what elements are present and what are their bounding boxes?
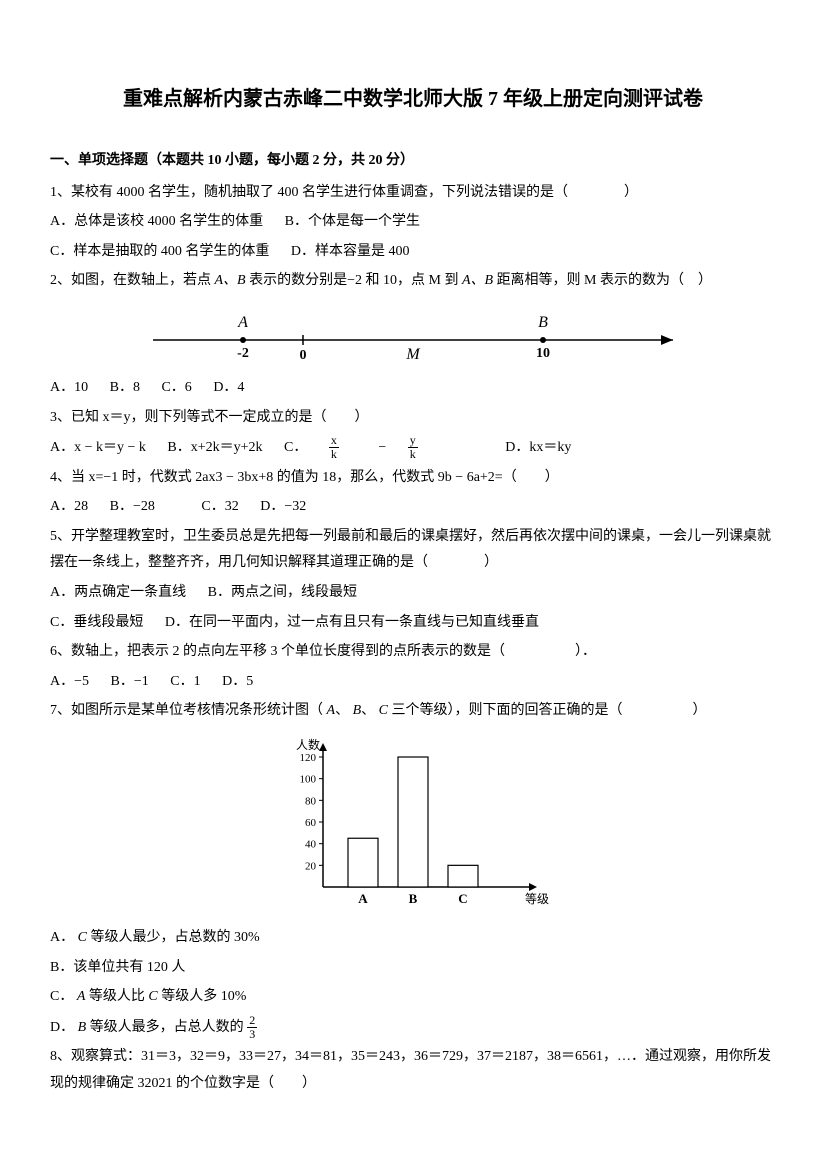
q2-ab-label: A、B: [215, 273, 246, 288]
question-6-options: A．−5 B．−1 C．1 D．5: [50, 669, 776, 696]
question-1-options-row2: C．样本是抽取的 400 名学生的体重 D．样本容量是 400: [50, 239, 776, 266]
q3-option-d: D．kx＝ky: [505, 435, 571, 462]
question-3: 3、已知 x＝y，则下列等式不一定成立的是（ ）: [50, 405, 776, 432]
q5-option-c: C．垂线段最短: [50, 610, 143, 637]
q7-c-label: C: [379, 703, 388, 718]
svg-text:A: A: [358, 891, 368, 906]
q2-number-line: A -2 0 M B 10: [50, 305, 776, 365]
q5-option-a: A．两点确定一条直线: [50, 580, 186, 607]
svg-text:-2: -2: [237, 346, 249, 361]
q3-option-c: C． xk − yk: [284, 434, 454, 462]
svg-text:0: 0: [300, 348, 307, 363]
exam-title: 重难点解析内蒙古赤峰二中数学北师大版 7 年级上册定向测评试卷: [50, 80, 776, 118]
question-1: 1、某校有 4000 名学生，随机抽取了 400 名学生进行体重调查，下列说法错…: [50, 180, 776, 207]
question-5: 5、开学整理教室时，卫生委员总是先把每一列最前和最后的课桌摆好，然后再依次摆中间…: [50, 524, 776, 577]
svg-text:等级: 等级: [525, 892, 549, 906]
svg-text:C: C: [458, 891, 467, 906]
q7-option-c: C． A 等级人比 C 等级人多 10%: [50, 984, 776, 1011]
q4-option-b: B．−28: [110, 494, 155, 521]
q6-option-b: B．−1: [111, 669, 149, 696]
q1-option-c: C．样本是抽取的 400 名学生的体重: [50, 239, 269, 266]
q4-option-c: C．32: [201, 494, 238, 521]
q5-option-b: B．两点之间，线段最短: [208, 580, 357, 607]
q7-option-b: B．该单位共有 120 人: [50, 955, 776, 982]
svg-text:80: 80: [305, 795, 317, 807]
q7-option-a: A． C 等级人最少，占总数的 30%: [50, 925, 776, 952]
q2-ab-label-2: A、B: [462, 273, 493, 288]
q1-option-d: D．样本容量是 400: [291, 239, 410, 266]
q7-option-d: D． B 等级人最多，占总人数的 23: [50, 1014, 776, 1042]
svg-text:10: 10: [536, 346, 550, 361]
q4-option-d: D．−32: [260, 494, 306, 521]
question-2: 2、如图，在数轴上，若点 A、B 表示的数分别是−2 和 10，点 M 到 A、…: [50, 268, 776, 295]
q3-option-a: A．x − k＝y − k: [50, 435, 146, 462]
svg-text:B: B: [538, 314, 548, 331]
svg-text:100: 100: [300, 774, 317, 786]
q1-option-a: A．总体是该校 4000 名学生的体重: [50, 209, 263, 236]
q2-stem-mid1: 表示的数分别是−2 和 10，点 M 到: [249, 273, 458, 288]
question-7: 7、如图所示是某单位考核情况条形统计图（ A、 B、 C 三个等级），则下面的回…: [50, 698, 776, 725]
q2-option-c: C．6: [161, 375, 191, 402]
svg-text:120: 120: [300, 752, 317, 764]
svg-text:60: 60: [305, 817, 317, 829]
q7-stem-prefix: 7、如图所示是某单位考核情况条形统计图（: [50, 703, 323, 718]
svg-text:A: A: [237, 314, 248, 331]
question-4-options: A．28 B．−28 C．32 D．−32: [50, 494, 776, 521]
question-3-options: A．x − k＝y − k B．x+2k＝y+2k C． xk − yk D．k…: [50, 434, 776, 462]
section-1-header: 一、单项选择题（本题共 10 小题，每小题 2 分，共 20 分）: [50, 148, 776, 175]
q7-bar-chart: 人数 20 40 60 80 100 120 A B C 等级: [50, 735, 776, 915]
q7-a-label: A: [327, 703, 336, 718]
question-4: 4、当 x=−1 时，代数式 2ax3 − 3bx+8 的值为 18，那么，代数…: [50, 465, 776, 492]
svg-text:40: 40: [305, 839, 317, 851]
number-line-svg: A -2 0 M B 10: [133, 305, 693, 365]
q3-option-b: B．x+2k＝y+2k: [167, 435, 262, 462]
question-8: 8、观察算式：31＝3，32＝9，33＝27，34＝81，35＝243，36＝7…: [50, 1044, 776, 1097]
svg-text:B: B: [409, 891, 418, 906]
q6-option-c: C．1: [170, 669, 200, 696]
q7-b-label: B: [353, 703, 362, 718]
q2-stem-mid2: 距离相等，则 M 表示的数为（ ）: [497, 273, 712, 288]
q4-option-a: A．28: [50, 494, 88, 521]
bar-chart-svg: 人数 20 40 60 80 100 120 A B C 等级: [273, 735, 553, 915]
question-6: 6、数轴上，把表示 2 的点向左平移 3 个单位长度得到的点所表示的数是（ ）．: [50, 639, 776, 666]
q2-stem-prefix: 2、如图，在数轴上，若点: [50, 273, 211, 288]
question-2-options: A．10 B．8 C．6 D．4: [50, 375, 776, 402]
q5-option-d: D．在同一平面内，过一点有且只有一条直线与已知直线垂直: [165, 610, 539, 637]
question-5-options-row1: A．两点确定一条直线 B．两点之间，线段最短: [50, 580, 776, 607]
q6-option-d: D．5: [222, 669, 253, 696]
question-5-options-row2: C．垂线段最短 D．在同一平面内，过一点有且只有一条直线与已知直线垂直: [50, 610, 776, 637]
svg-text:20: 20: [305, 860, 317, 872]
svg-text:人数: 人数: [296, 737, 320, 752]
q1-option-b: B．个体是每一个学生: [285, 209, 420, 236]
question-1-options-row1: A．总体是该校 4000 名学生的体重 B．个体是每一个学生: [50, 209, 776, 236]
svg-text:M: M: [405, 346, 421, 363]
q6-option-a: A．−5: [50, 669, 89, 696]
q2-option-a: A．10: [50, 375, 88, 402]
q2-option-d: D．4: [213, 375, 244, 402]
q2-option-b: B．8: [110, 375, 140, 402]
q7-stem-mid: 三个等级），则下面的回答正确的是（ ）: [391, 703, 706, 718]
